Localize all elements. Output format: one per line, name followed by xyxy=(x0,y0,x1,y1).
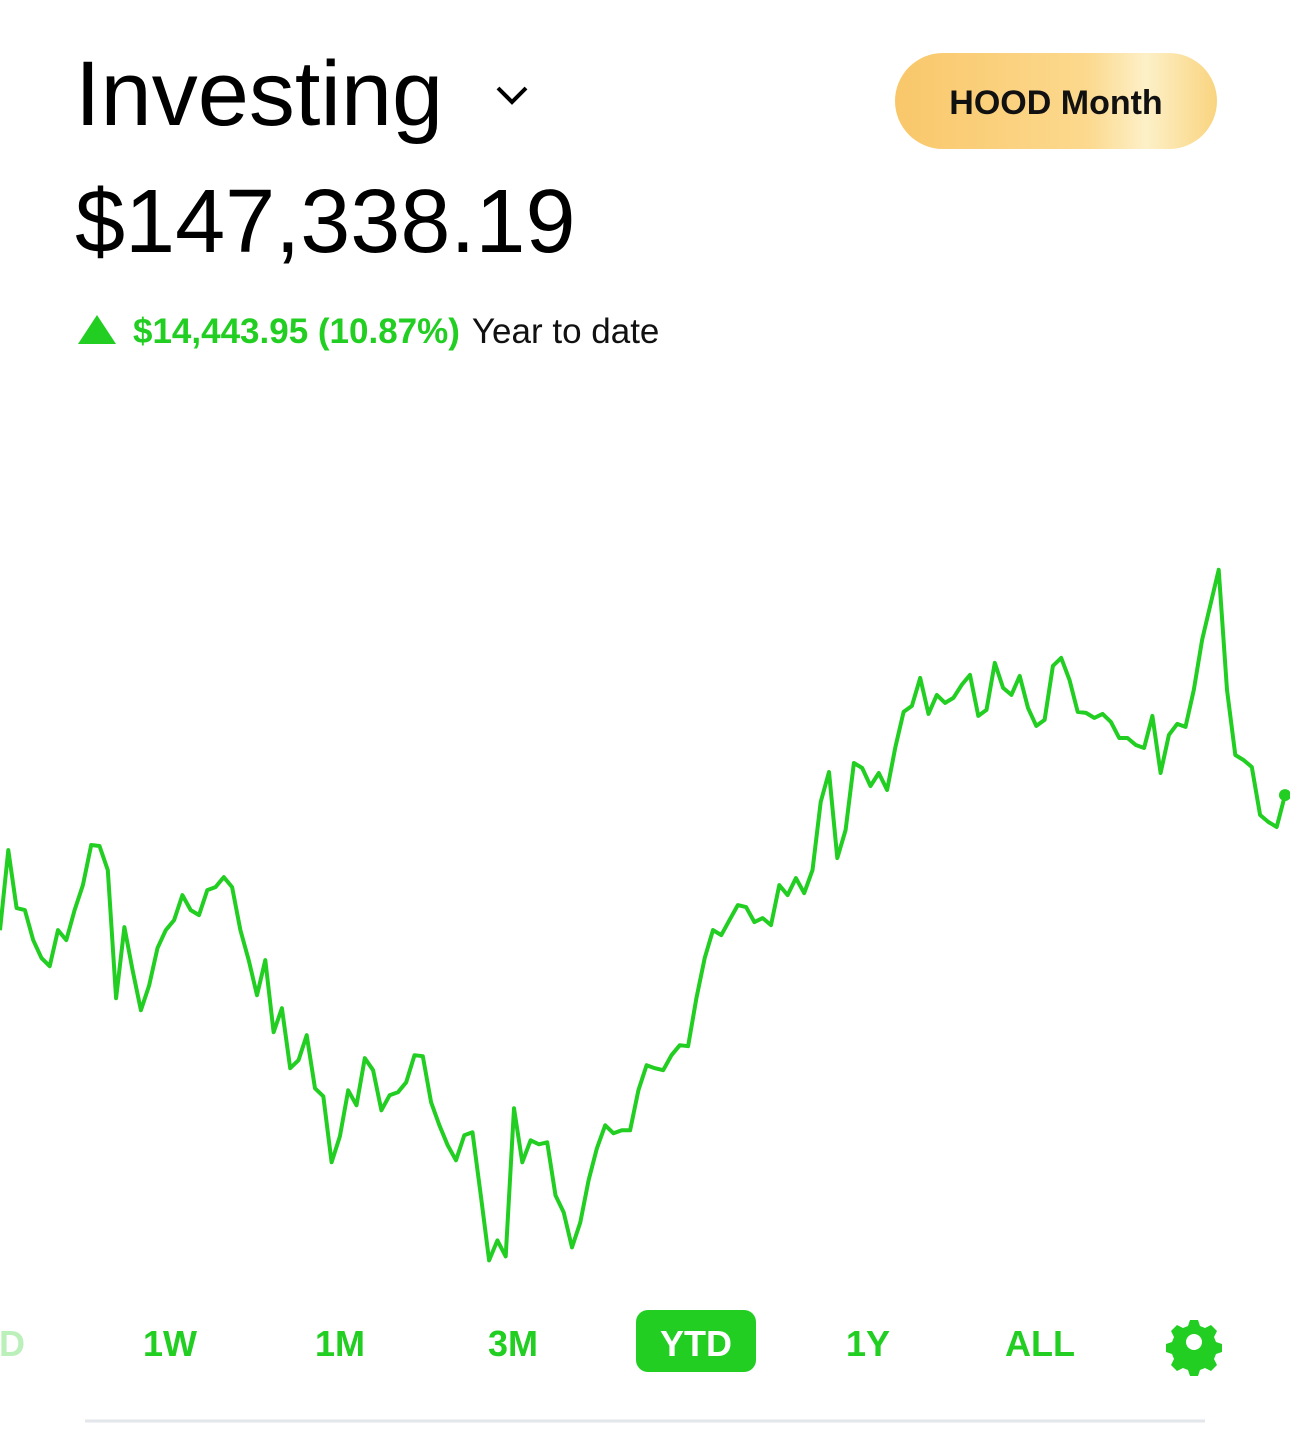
range-tab[interactable]: 1M xyxy=(315,1323,365,1364)
chevron[interactable] xyxy=(496,86,528,105)
up-arrow xyxy=(78,315,116,344)
range-tab[interactable]: ALL xyxy=(1005,1323,1075,1364)
range-tab[interactable]: D xyxy=(0,1323,25,1364)
portfolio-value: $147,338.19 xyxy=(75,172,576,272)
title: Investing xyxy=(75,43,443,145)
change: $14,443.95 (10.87%) xyxy=(133,312,460,351)
button-label[interactable]: HOOD Month xyxy=(949,84,1162,122)
hood-month-button[interactable] xyxy=(895,53,1217,149)
selected-tab[interactable] xyxy=(636,1310,756,1372)
range-tabs: D 1W 1M 3M YTD 1Y ALL xyxy=(0,1310,1075,1372)
period: Year to date xyxy=(472,312,659,351)
range-tab[interactable]: 3M xyxy=(488,1323,538,1364)
range-tab[interactable]: 1W xyxy=(143,1323,197,1364)
current-dot xyxy=(1279,789,1290,802)
settings-gear[interactable] xyxy=(1166,1320,1222,1376)
range-tab[interactable]: YTD xyxy=(660,1323,732,1364)
price-line xyxy=(0,567,1287,1263)
range-tab[interactable]: 1Y xyxy=(846,1323,890,1364)
